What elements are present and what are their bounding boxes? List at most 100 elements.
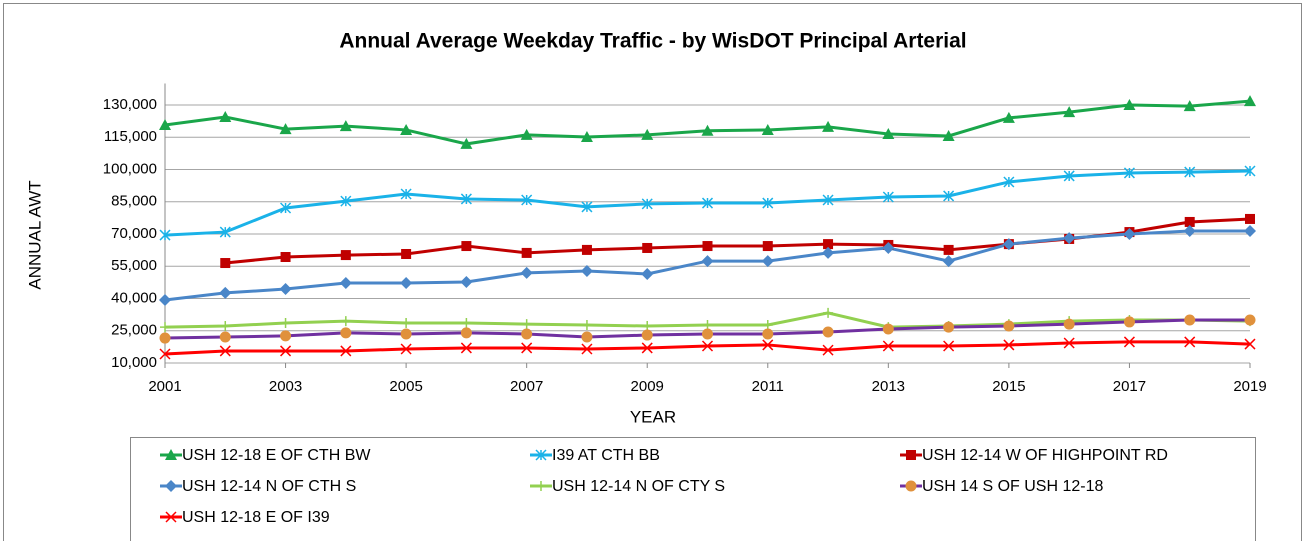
y-tick-label: 25,000 xyxy=(111,322,157,339)
data-point xyxy=(762,241,773,252)
y-tick-label: 100,000 xyxy=(103,160,157,177)
data-point xyxy=(219,226,231,238)
data-point xyxy=(1063,170,1075,182)
y-tick-label: 70,000 xyxy=(111,225,157,242)
y-axis-title: ANNUAL AWT xyxy=(25,180,44,289)
data-point xyxy=(1244,95,1256,107)
y-tick-label: 85,000 xyxy=(111,193,157,210)
data-point xyxy=(702,328,713,340)
data-point xyxy=(642,321,653,332)
data-point xyxy=(521,342,533,354)
data-point xyxy=(581,331,593,343)
data-point xyxy=(1063,232,1076,245)
data-point xyxy=(280,330,292,342)
data-point xyxy=(823,239,834,250)
data-point xyxy=(701,197,714,209)
data-point xyxy=(1123,336,1135,348)
data-point xyxy=(521,328,533,340)
x-tick-label: 2015 xyxy=(992,378,1025,395)
data-point xyxy=(280,202,292,214)
data-point xyxy=(882,323,894,335)
data-point xyxy=(943,244,954,255)
data-point xyxy=(942,129,955,141)
data-point xyxy=(1183,100,1196,112)
y-tick-label: 10,000 xyxy=(111,354,157,371)
data-point xyxy=(219,331,231,343)
data-point xyxy=(761,255,774,268)
data-point xyxy=(220,321,231,332)
y-tick-label: 55,000 xyxy=(111,257,157,274)
data-point xyxy=(159,332,171,344)
data-point xyxy=(581,343,593,355)
data-point xyxy=(702,319,713,330)
data-point xyxy=(400,343,412,355)
legend-label: I39 AT CTH BB xyxy=(552,447,660,464)
data-point xyxy=(882,191,894,203)
data-point xyxy=(400,123,413,135)
data-point xyxy=(159,348,171,360)
data-point xyxy=(280,252,291,263)
data-point xyxy=(701,255,714,268)
data-point xyxy=(581,201,593,213)
data-point xyxy=(401,248,412,259)
data-point xyxy=(340,327,352,339)
data-point xyxy=(279,123,292,135)
legend-marker xyxy=(165,511,177,523)
data-point xyxy=(220,258,231,269)
data-point xyxy=(641,342,653,354)
data-point xyxy=(1184,336,1196,348)
x-tick-label: 2013 xyxy=(872,378,905,395)
legend-marker xyxy=(165,449,177,460)
data-point xyxy=(1244,165,1256,177)
x-tick-label: 2017 xyxy=(1113,378,1146,395)
data-point xyxy=(762,328,774,340)
data-point xyxy=(400,277,413,290)
legend-label: USH 14 S OF USH 12-18 xyxy=(922,478,1104,495)
data-point xyxy=(521,194,533,206)
x-tick-label: 2009 xyxy=(631,378,664,395)
data-point xyxy=(1123,99,1136,110)
data-point xyxy=(1244,224,1256,237)
x-tick-label: 2011 xyxy=(752,378,784,395)
legend-marker xyxy=(165,480,177,492)
data-point xyxy=(279,283,292,296)
data-point xyxy=(400,328,412,340)
data-point xyxy=(943,340,955,352)
legend-marker xyxy=(906,450,916,460)
data-point xyxy=(461,318,472,329)
data-point xyxy=(882,241,895,254)
data-point xyxy=(641,128,654,140)
data-point xyxy=(159,229,171,241)
data-point xyxy=(701,340,714,352)
data-point xyxy=(762,319,773,330)
data-point xyxy=(1123,316,1135,328)
data-point xyxy=(1063,337,1075,349)
data-point xyxy=(943,190,955,202)
data-point xyxy=(460,327,472,339)
data-point xyxy=(580,131,593,143)
data-point xyxy=(942,255,955,268)
data-point xyxy=(280,318,291,329)
data-point xyxy=(400,188,412,200)
x-tick-label: 2007 xyxy=(510,378,543,395)
data-point xyxy=(401,318,412,329)
y-tick-label: 130,000 xyxy=(103,96,157,113)
data-point xyxy=(339,120,352,132)
data-point xyxy=(520,128,533,140)
data-point xyxy=(1244,338,1256,350)
legend-label: USH 12-14 W OF HIGHPOINT RD xyxy=(922,447,1168,464)
data-point xyxy=(340,195,352,207)
data-point xyxy=(1184,216,1195,227)
data-point xyxy=(1002,238,1015,251)
data-point xyxy=(1123,228,1136,240)
data-point xyxy=(1003,320,1015,332)
data-point xyxy=(581,319,592,330)
x-tick-label: 2003 xyxy=(269,378,302,395)
x-axis-title: YEAR xyxy=(630,407,676,426)
data-point xyxy=(1245,213,1255,224)
data-point xyxy=(460,275,473,288)
legend-marker xyxy=(905,480,917,492)
data-point xyxy=(460,137,473,149)
legend-box xyxy=(130,437,1256,541)
